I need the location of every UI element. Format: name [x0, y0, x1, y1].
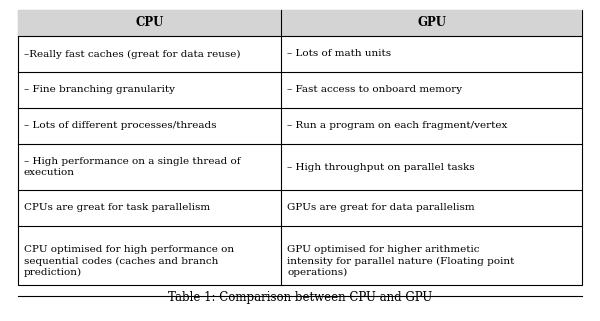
Text: GPU: GPU [417, 16, 446, 30]
Text: – Fast access to onboard memory: – Fast access to onboard memory [287, 85, 463, 94]
Text: CPU optimised for high performance on
sequential codes (caches and branch
predic: CPU optimised for high performance on se… [24, 245, 234, 277]
Text: GPUs are great for data parallelism: GPUs are great for data parallelism [287, 204, 475, 213]
Text: GPU optimised for higher arithmetic
intensity for parallel nature (Floating poin: GPU optimised for higher arithmetic inte… [287, 245, 515, 277]
Text: CPU: CPU [136, 16, 164, 30]
Text: – Run a program on each fragment/vertex: – Run a program on each fragment/vertex [287, 122, 508, 131]
Text: – Fine branching granularity: – Fine branching granularity [24, 85, 175, 94]
Text: CPUs are great for task parallelism: CPUs are great for task parallelism [24, 204, 210, 213]
Text: Table 1: Comparison between CPU and GPU: Table 1: Comparison between CPU and GPU [168, 291, 432, 305]
Text: – Lots of different processes/threads: – Lots of different processes/threads [24, 122, 217, 131]
Bar [18, 10, 582, 36]
Text: – Lots of math units: – Lots of math units [287, 49, 392, 58]
Text: – High performance on a single thread of
execution: – High performance on a single thread of… [24, 157, 241, 177]
Text: –Really fast caches (great for data reuse): –Really fast caches (great for data reus… [24, 49, 241, 58]
Text: – High throughput on parallel tasks: – High throughput on parallel tasks [287, 162, 475, 171]
Bar [18, 10, 582, 285]
